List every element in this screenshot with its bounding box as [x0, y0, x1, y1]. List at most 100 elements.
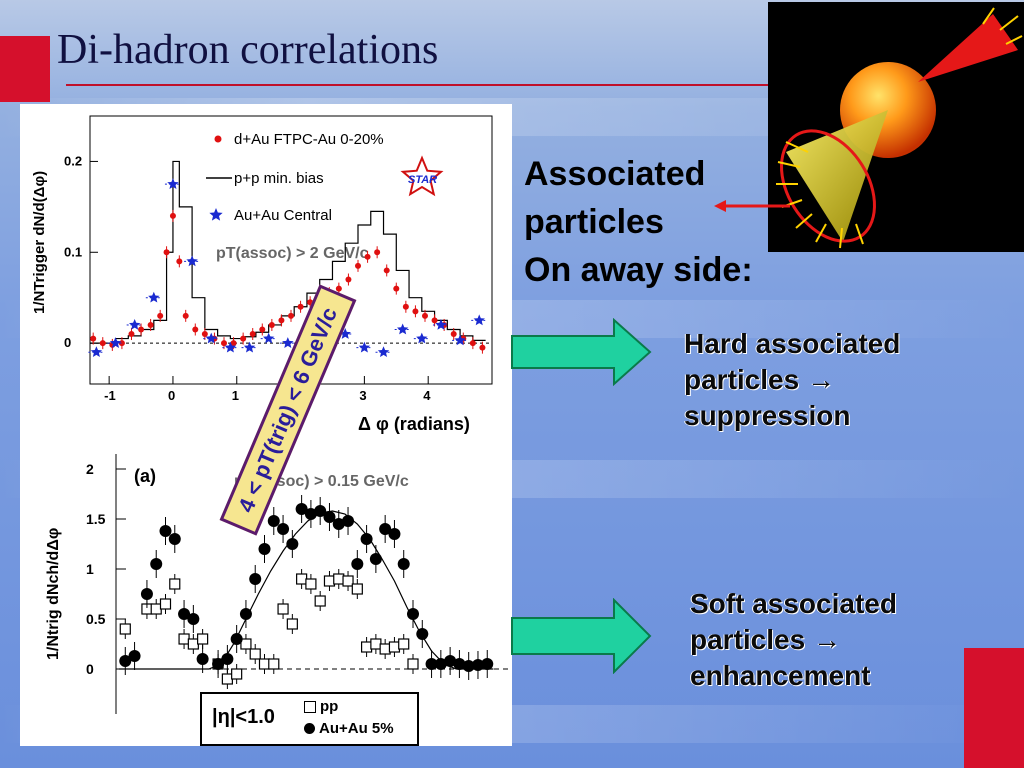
red-pointer-arrow — [714, 200, 790, 212]
red-accent-block — [0, 36, 50, 102]
soft-associated-text: Soft associated particles → enhancement — [690, 588, 897, 691]
auau-filled-point — [239, 608, 252, 620]
auau-filled-point — [150, 558, 163, 570]
jet-diagram — [768, 2, 1024, 252]
auau-star-point — [435, 318, 447, 330]
auau-star-point — [454, 334, 466, 346]
pt-assoc-annotation: pT(assoc) > 2 GeV/c — [216, 245, 369, 262]
dau-point — [268, 321, 275, 328]
dau-point — [163, 249, 170, 256]
legend-dau: d+Au FTPC-Au 0-20% — [234, 131, 384, 148]
pp-open-square-point — [360, 641, 373, 653]
auau-filled-point — [314, 505, 327, 517]
dau-point — [147, 321, 154, 328]
pp-open-square-point — [351, 583, 363, 595]
pp-open-square-point — [296, 573, 308, 585]
auau-filled-point — [221, 653, 234, 665]
x-tick-label: 4 — [423, 388, 431, 403]
auau-filled-point — [295, 503, 308, 515]
dau-point — [469, 340, 476, 347]
legend-auau: Au+Au Central — [234, 207, 332, 224]
auau-filled-point — [249, 573, 262, 585]
pp-open-square-point — [178, 633, 190, 645]
pp-open-square-point — [277, 603, 289, 615]
pp-open-square-point — [323, 575, 336, 587]
panel-label: (a) — [134, 466, 156, 486]
auau-filled-point — [407, 608, 419, 620]
dau-point — [240, 335, 247, 342]
auau-star-point — [243, 341, 256, 353]
pp-open-square-point — [197, 633, 209, 645]
auau-filled-point — [267, 515, 280, 527]
pp-open-square-point — [231, 668, 243, 680]
y-tick-label: 0 — [86, 661, 94, 677]
auau-filled-point — [453, 658, 466, 670]
pp-open-square-point — [388, 641, 401, 653]
y-tick-label: 1.5 — [86, 511, 106, 527]
dau-point — [393, 285, 400, 292]
auau-star-point — [262, 332, 275, 344]
pp-open-square-point — [258, 658, 271, 670]
pp-open-square-point — [333, 573, 345, 585]
pp-open-square-point — [187, 638, 199, 650]
auau-filled-point — [230, 633, 243, 645]
bottom-plot: 00.511.52 (a) pT(assoc) > 0.15 GeV/c1/Ntri… — [45, 454, 512, 714]
pp-open-square-point — [169, 578, 181, 590]
y-tick-label: 1 — [86, 561, 94, 577]
pp-open-square-point — [305, 578, 317, 590]
auau-filled-point — [119, 655, 132, 667]
auau-filled-point — [323, 511, 336, 523]
jet-diagram-svg — [776, 7, 1023, 249]
auau-star-point — [358, 341, 371, 353]
y-axis-label: 1/Ntrig dNch/dΔφ — [45, 528, 62, 660]
y-tick-label: 0.1 — [64, 244, 82, 259]
auau-star-point — [377, 346, 390, 358]
auau-filled-point — [258, 543, 271, 555]
pp-open-square-point — [342, 575, 354, 587]
dau-point — [297, 303, 304, 310]
dau-point — [182, 312, 189, 319]
dau-point — [374, 249, 381, 256]
auau-filled-point — [360, 533, 373, 545]
dau-point — [176, 258, 183, 265]
dau-point — [345, 276, 352, 283]
auau-star-point — [90, 346, 103, 358]
auau-filled-point — [471, 659, 484, 671]
auau-filled-point — [168, 533, 181, 545]
eta-label: |η|<1.0 — [212, 706, 275, 728]
dau-point — [422, 312, 428, 319]
auau-filled-point — [369, 553, 382, 565]
auau-star-point — [148, 291, 160, 303]
auau-filled-point — [159, 525, 172, 537]
dau-point — [99, 340, 106, 347]
dau-point — [221, 340, 227, 347]
dau-point — [355, 262, 361, 269]
auau-star-point — [396, 323, 409, 335]
dau-point — [278, 317, 285, 324]
legend-pp: pp — [304, 698, 338, 715]
auau-star-point — [224, 341, 237, 353]
green-arrow-top — [511, 318, 652, 386]
y-axis-label: 1/NTrigger dN/d(Δφ) — [31, 171, 48, 314]
dau-point — [192, 326, 199, 333]
bottom-legend-box: |η|<1.0 pp Au+Au 5% — [200, 692, 419, 746]
dau-point — [364, 253, 371, 260]
pp-open-square-point — [268, 658, 280, 670]
pp-open-square-point — [150, 603, 162, 615]
auau-filled-point — [462, 660, 475, 672]
auau-filled-point — [388, 528, 401, 540]
legend-dau-marker — [214, 135, 222, 143]
y-tick-label: 0.5 — [86, 611, 106, 627]
auau-filled-point — [196, 653, 209, 665]
auau-filled-point — [212, 658, 225, 670]
pp-open-square-point — [119, 623, 131, 635]
dau-point — [288, 312, 294, 319]
dau-point — [230, 340, 237, 347]
dau-point — [431, 317, 438, 324]
y-tick-label: 0 — [64, 335, 71, 350]
open-square-icon — [304, 700, 316, 713]
hard-associated-text: Hard associated particles → suppression — [684, 328, 901, 431]
auau-filled-point — [286, 538, 299, 550]
pp-open-square-point — [249, 648, 261, 660]
star-logo-text: STAR — [408, 174, 437, 186]
